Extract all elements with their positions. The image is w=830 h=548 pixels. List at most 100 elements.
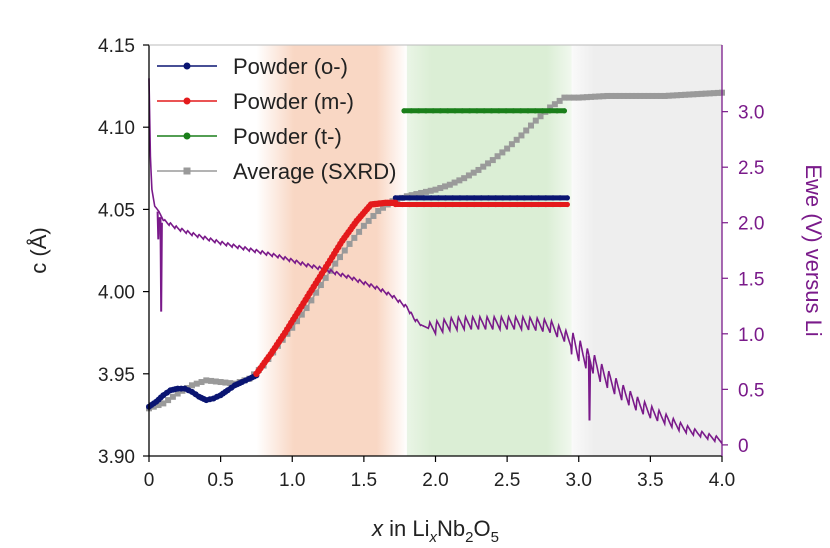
series-point-powder-m-plateau bbox=[543, 201, 549, 208]
series-point-powder-t bbox=[525, 108, 531, 114]
series-point-powder-m-plateau bbox=[400, 201, 406, 208]
y2-tick-label: 0 bbox=[738, 436, 749, 457]
series-point-powder-m-plateau bbox=[442, 201, 449, 208]
series-point-average-sxrd bbox=[165, 397, 172, 404]
series-point-powder-m-plateau bbox=[435, 201, 441, 208]
background-region-2 bbox=[406, 45, 572, 456]
x-tick-label: 3.0 bbox=[566, 470, 592, 491]
x-tick-label: 4.0 bbox=[709, 470, 735, 491]
series-point-average-sxrd bbox=[427, 187, 434, 194]
series-point-powder-o-plateau bbox=[428, 195, 434, 201]
legend-label: Powder (t-) bbox=[233, 124, 342, 149]
legend-label: Average (SXRD) bbox=[233, 159, 396, 184]
series-point-average-sxrd bbox=[337, 254, 343, 261]
series-point-average-sxrd bbox=[208, 377, 215, 384]
series-point-average-sxrd bbox=[356, 228, 363, 235]
series-point-powder-o-plateau bbox=[392, 195, 398, 201]
series-point-average-sxrd bbox=[556, 97, 563, 104]
series-point-average-sxrd bbox=[673, 92, 680, 99]
y-tick-label: 4.15 bbox=[98, 36, 135, 57]
series-point-average-sxrd bbox=[322, 274, 329, 281]
series-point-average-sxrd bbox=[588, 93, 595, 100]
series-point-powder-o-plateau bbox=[485, 195, 492, 201]
series-point-average-sxrd bbox=[592, 93, 599, 100]
x-axis-title: x in LixNb2O5 bbox=[371, 516, 499, 546]
series-point-average-sxrd bbox=[494, 153, 501, 160]
y2-tick-label: 2.5 bbox=[738, 158, 764, 179]
series-point-average-sxrd bbox=[437, 185, 444, 192]
y2-tick-label: 2.0 bbox=[738, 214, 764, 235]
series-point-powder-o-plateau bbox=[500, 195, 506, 201]
series-point-powder-o-plateau bbox=[457, 195, 463, 201]
series-point-powder-t bbox=[459, 108, 465, 114]
series-point-powder-m-plateau bbox=[414, 201, 420, 208]
y-tick-label: 3.90 bbox=[98, 447, 135, 468]
series-point-average-sxrd bbox=[694, 91, 701, 98]
series-point-powder-t bbox=[518, 108, 524, 114]
legend: Powder (o-) Powder (m-) Powder (t-) Average… bbox=[157, 54, 396, 184]
series-point-average-sxrd bbox=[155, 402, 162, 409]
series-point-powder-o-plateau bbox=[421, 195, 427, 201]
legend-label: Powder (o-) bbox=[233, 54, 348, 79]
series-point-average-sxrd bbox=[203, 377, 210, 384]
series-point-average-sxrd bbox=[698, 90, 705, 97]
series-point-average-sxrd bbox=[669, 92, 676, 99]
series-point-powder-m-plateau bbox=[392, 201, 398, 208]
series-point-powder-m-plateau bbox=[457, 201, 463, 208]
series-point-average-sxrd bbox=[365, 217, 372, 224]
series-point-powder-o-plateau bbox=[507, 195, 513, 201]
series-point-average-sxrd bbox=[379, 204, 386, 211]
series-point-average-sxrd bbox=[174, 390, 181, 397]
series-point-average-sxrd bbox=[188, 382, 195, 389]
series-point-powder-o-plateau bbox=[450, 195, 456, 201]
series-point-average-sxrd bbox=[470, 169, 477, 176]
series-point-average-sxrd bbox=[710, 90, 717, 97]
series-point-average-sxrd bbox=[649, 92, 656, 99]
series-point-average-sxrd bbox=[461, 175, 468, 182]
series-point-powder-t bbox=[467, 108, 473, 114]
series-point-average-sxrd bbox=[298, 311, 305, 318]
series-point-average-sxrd bbox=[686, 91, 693, 98]
y2-tick-label: 1.5 bbox=[738, 269, 764, 290]
series-point-powder-o-plateau bbox=[493, 195, 499, 201]
series-point-average-sxrd bbox=[561, 94, 568, 101]
series-point-average-sxrd bbox=[308, 297, 315, 304]
series-point-powder-o-plateau bbox=[478, 195, 484, 201]
series-point-average-sxrd bbox=[169, 393, 176, 400]
series-point-average-sxrd bbox=[212, 378, 219, 385]
series-point-powder-o-plateau bbox=[435, 195, 441, 201]
series-point-powder-m-plateau bbox=[485, 201, 492, 208]
x-axis-title-part: x bbox=[371, 516, 384, 541]
series-point-powder-m-plateau bbox=[550, 201, 556, 208]
series-point-average-sxrd bbox=[222, 379, 229, 386]
series-point-powder-m-plateau bbox=[464, 201, 470, 208]
series-point-average-sxrd bbox=[480, 163, 487, 170]
x-tick-label: 1.0 bbox=[279, 470, 305, 491]
series-point-average-sxrd bbox=[332, 260, 339, 267]
series-point-powder-o-plateau bbox=[407, 195, 413, 201]
y-tick-label: 3.95 bbox=[98, 365, 135, 386]
series-point-average-sxrd bbox=[346, 240, 353, 247]
y2-axis-title: Ewe (V) versus Li bbox=[801, 164, 826, 336]
series-point-average-sxrd bbox=[624, 92, 631, 99]
series-point-powder-m-plateau bbox=[521, 201, 527, 208]
y2-tick-label: 3.0 bbox=[738, 103, 764, 124]
series-point-average-sxrd bbox=[499, 149, 506, 156]
series-point-powder-t bbox=[503, 108, 509, 114]
series-point-average-sxrd bbox=[418, 189, 425, 196]
ewe-spike-3 bbox=[587, 356, 592, 421]
series-point-average-sxrd bbox=[682, 91, 689, 98]
series-point-powder-t bbox=[496, 108, 502, 114]
series-point-average-sxrd bbox=[628, 92, 635, 99]
series-point-average-sxrd bbox=[227, 380, 234, 387]
series-point-average-sxrd bbox=[217, 379, 224, 386]
series-point-average-sxrd bbox=[612, 92, 619, 99]
series-point-average-sxrd bbox=[504, 145, 511, 152]
series-point-average-sxrd bbox=[657, 92, 664, 99]
series-point-powder-o-plateau bbox=[471, 195, 477, 201]
series-point-average-sxrd bbox=[160, 400, 167, 407]
series-point-average-sxrd bbox=[637, 92, 644, 99]
series-point-powder-o-plateau bbox=[543, 195, 549, 201]
series-point-average-sxrd bbox=[547, 104, 554, 111]
series-point-average-sxrd bbox=[604, 92, 611, 99]
